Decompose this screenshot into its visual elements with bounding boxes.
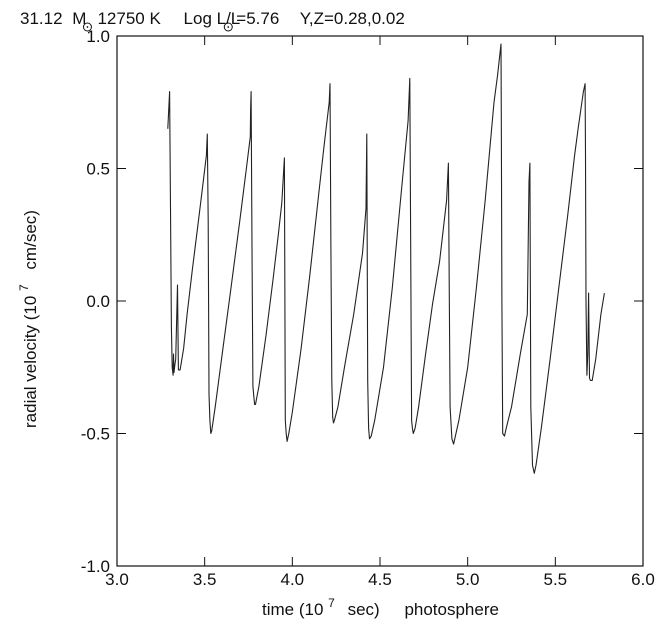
y-axis-label-prefix: radial velocity (10: [21, 296, 40, 428]
svg-text:31.12 M: 31.12 M: [20, 9, 86, 28]
x-tick-label: 4.0: [281, 570, 305, 589]
plot-frame: [116, 35, 644, 567]
svg-text:12750 K Log L/L: 12750 K Log L/L: [97, 9, 240, 28]
chart-title: 31.12 M 12750 K Log L/L =5.76 Y,Z=0.28,0…: [20, 9, 405, 32]
y-tick-label: 0.5: [86, 160, 110, 179]
x-axis-label-prefix: time (10: [262, 600, 323, 619]
title-composition: Y,Z=0.28,0.02: [300, 9, 405, 28]
sun-symbol-dot-icon: [227, 26, 230, 28]
x-tick-label: 6.0: [631, 570, 655, 589]
x-axis-location: photosphere: [404, 600, 499, 619]
y-tick-label: 0.0: [86, 292, 110, 311]
y-axis-ticks: -1.0 -0.5 0.0 0.5 1.0: [81, 27, 643, 576]
x-tick-label: 5.5: [544, 570, 568, 589]
y-tick-label: -1.0: [81, 557, 110, 576]
title-teff: 12750 K: [97, 9, 161, 28]
x-axis-label: time (10 7 sec) photosphere: [262, 592, 499, 619]
y-tick-label: 1.0: [86, 27, 110, 46]
title-mass: 31.12: [20, 9, 63, 28]
x-axis-label-suffix: sec): [348, 600, 380, 619]
x-tick-label: 3.5: [193, 570, 217, 589]
radial-velocity-series-line: [167, 43, 605, 474]
svg-text:=5.76 Y,Z=0.28,0.02: =5.76 Y,Z=0.28,0.02: [236, 9, 405, 28]
x-axis-label-exponent: 7: [328, 596, 335, 610]
x-tick-label: 3.0: [105, 570, 129, 589]
title-mass-unit: M: [72, 9, 86, 28]
x-tick-label: 4.5: [368, 570, 392, 589]
y-axis-label-suffix: cm/sec): [21, 210, 40, 270]
sun-symbol-icon: [82, 22, 92, 32]
x-axis-ticks: 3.0 3.5 4.0 4.5 5.0 5.5 6.0: [105, 36, 655, 589]
svg-text:radial velocity (10 7: radial velocity (10 7 cm/sec): [13, 210, 40, 428]
title-lum-value: =5.76: [236, 9, 279, 28]
sun-symbol-icon: [223, 22, 233, 32]
y-tick-label: -0.5: [81, 425, 110, 444]
x-tick-label: 5.0: [456, 570, 480, 589]
y-axis-label: radial velocity (10 7 cm/sec): [13, 210, 40, 428]
y-axis-label-exponent: 7: [17, 284, 31, 291]
sun-symbol-dot-icon: [86, 26, 89, 28]
svg-text:time (10 7 sec): time (10 7 sec) photosphere: [262, 592, 499, 619]
